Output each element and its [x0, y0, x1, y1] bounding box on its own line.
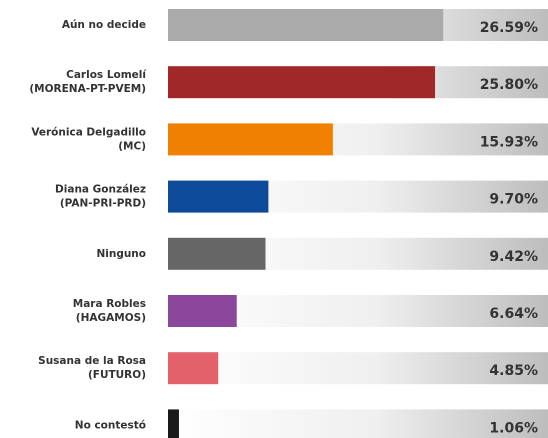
value-label: 4.85%	[489, 363, 538, 379]
category-label: Diana González	[55, 184, 146, 196]
bar-track	[168, 409, 548, 438]
category-label: Carlos Lomelí	[66, 69, 147, 81]
bar	[168, 352, 219, 385]
category-label: Verónica Delgadillo	[31, 126, 146, 138]
bar	[168, 409, 179, 438]
category-label: (FUTURO)	[88, 369, 146, 381]
bar-track	[168, 352, 548, 385]
value-label: 9.42%	[489, 249, 538, 265]
category-label: No contestó	[75, 419, 146, 431]
bar	[168, 123, 333, 156]
bar	[168, 237, 266, 270]
value-label: 15.93%	[480, 134, 538, 150]
bar	[168, 9, 444, 41]
category-label: (MORENA-PT-PVEM)	[29, 83, 146, 95]
category-label: (PAN-PRI-PRD)	[60, 198, 146, 210]
category-label: Susana de la Rosa	[38, 355, 146, 367]
value-label: 26.59%	[480, 20, 538, 36]
category-label: Mara Robles	[73, 298, 146, 310]
bar	[168, 295, 237, 327]
category-label: Aún no decide	[62, 19, 146, 31]
bar	[168, 66, 436, 99]
value-label: 25.80%	[480, 77, 538, 93]
value-label: 9.70%	[489, 192, 538, 208]
category-label: (MC)	[118, 140, 146, 152]
category-label: (HAGAMOS)	[76, 312, 146, 324]
bar	[168, 180, 269, 213]
value-label: 1.06%	[489, 420, 538, 436]
category-label: Ninguno	[96, 248, 146, 260]
value-label: 6.64%	[489, 306, 538, 322]
